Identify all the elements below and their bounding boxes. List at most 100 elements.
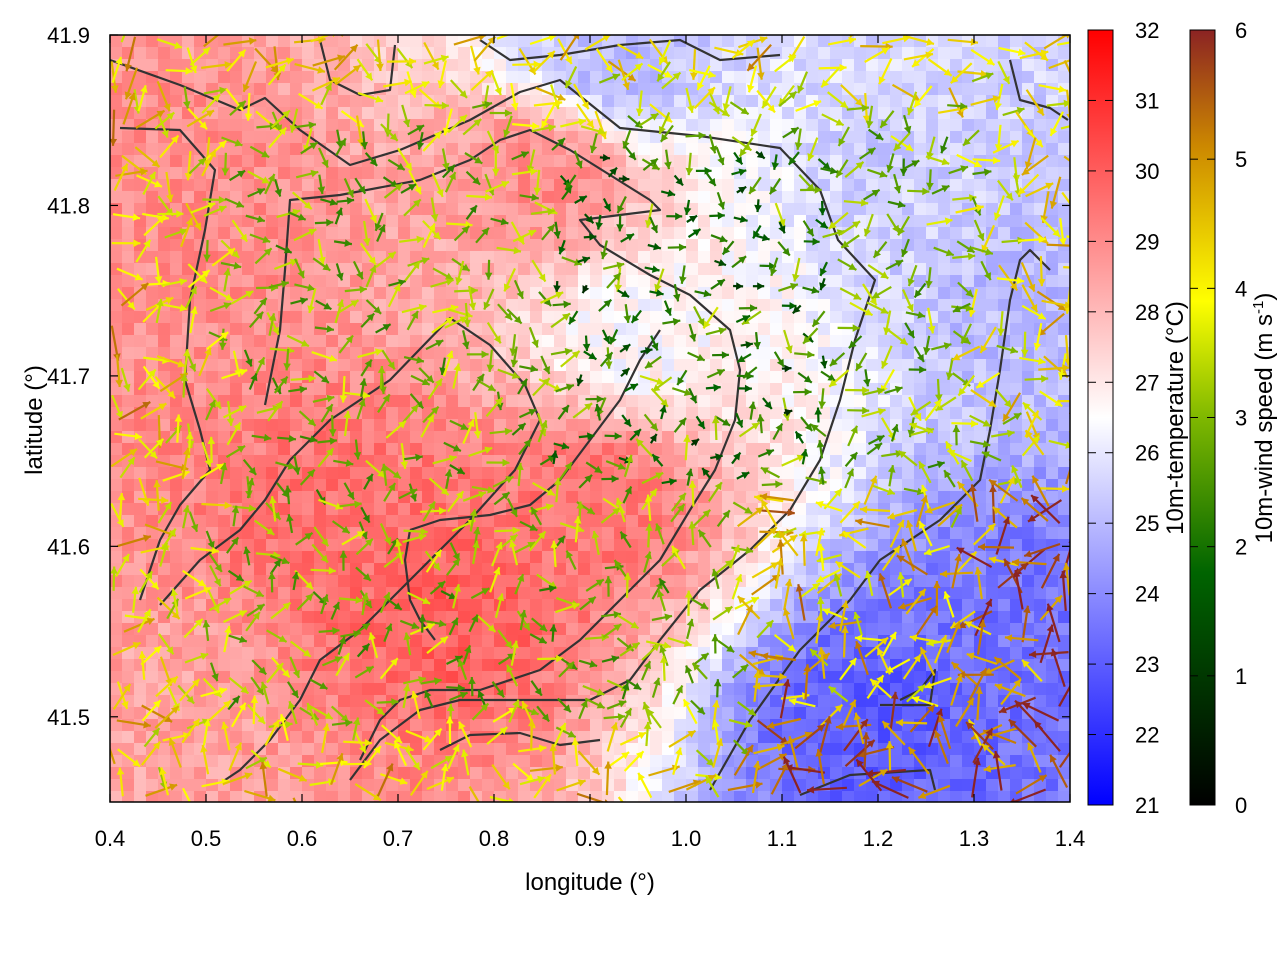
heat-cell bbox=[1022, 203, 1035, 216]
heat-cell bbox=[854, 335, 867, 348]
heat-cell bbox=[386, 779, 399, 792]
heat-cell bbox=[506, 719, 519, 732]
heat-cell bbox=[566, 767, 579, 780]
heat-cell bbox=[374, 131, 387, 144]
heat-cell bbox=[722, 59, 735, 72]
heat-cell bbox=[254, 455, 267, 468]
heat-cell bbox=[326, 479, 339, 492]
heat-cell bbox=[398, 131, 411, 144]
heat-cell bbox=[926, 251, 939, 264]
heat-cell bbox=[866, 419, 879, 432]
heat-cell bbox=[614, 359, 627, 372]
heat-cell bbox=[758, 371, 771, 384]
heat-cell bbox=[710, 335, 723, 348]
heat-cell bbox=[386, 47, 399, 60]
heat-cell bbox=[1058, 467, 1070, 480]
heat-cell bbox=[638, 419, 651, 432]
heat-cell bbox=[626, 179, 639, 192]
heat-cell bbox=[506, 203, 519, 216]
heat-cell bbox=[518, 179, 531, 192]
heat-cell bbox=[578, 407, 591, 420]
heat-cell bbox=[266, 455, 279, 468]
heat-cell bbox=[998, 503, 1011, 516]
heat-cell bbox=[134, 47, 147, 60]
heat-cell bbox=[566, 155, 579, 168]
heat-cell bbox=[542, 263, 555, 276]
heat-cell bbox=[338, 167, 351, 180]
heat-cell bbox=[542, 395, 555, 408]
heat-cell bbox=[506, 47, 519, 60]
heat-cell bbox=[1058, 719, 1070, 732]
heat-cell bbox=[602, 371, 615, 384]
heat-cell bbox=[386, 227, 399, 240]
heat-cell bbox=[434, 311, 447, 324]
heat-cell bbox=[806, 515, 819, 528]
heat-cell bbox=[842, 575, 855, 588]
heat-cell bbox=[1022, 611, 1035, 624]
heat-cell bbox=[650, 539, 663, 552]
heat-cell bbox=[386, 215, 399, 228]
heat-cell bbox=[758, 311, 771, 324]
heat-cell bbox=[1022, 719, 1035, 732]
heat-cell bbox=[734, 191, 747, 204]
heat-cell bbox=[926, 203, 939, 216]
heat-cell bbox=[674, 587, 687, 600]
heat-cell bbox=[218, 215, 231, 228]
heat-cell bbox=[890, 59, 903, 72]
heat-cell bbox=[770, 407, 783, 420]
heat-cell bbox=[854, 71, 867, 84]
heat-cell bbox=[110, 251, 123, 264]
heat-cell bbox=[482, 599, 495, 612]
heat-cell bbox=[662, 515, 675, 528]
heat-cell bbox=[182, 683, 195, 696]
heat-cell bbox=[650, 323, 663, 336]
heat-cell bbox=[362, 707, 375, 720]
heat-cell bbox=[938, 395, 951, 408]
heat-cell bbox=[830, 263, 843, 276]
heat-cell bbox=[890, 119, 903, 132]
heat-cell bbox=[1046, 683, 1059, 696]
heat-cell bbox=[866, 707, 879, 720]
heat-cell bbox=[530, 491, 543, 504]
heat-cell bbox=[878, 503, 891, 516]
heat-cell bbox=[242, 167, 255, 180]
heat-cell bbox=[134, 203, 147, 216]
heat-cell bbox=[290, 611, 303, 624]
heat-cell bbox=[266, 227, 279, 240]
heat-cell bbox=[518, 647, 531, 660]
heat-cell bbox=[830, 191, 843, 204]
heat-cell bbox=[686, 83, 699, 96]
heat-cell bbox=[518, 251, 531, 264]
heat-cell bbox=[170, 767, 183, 780]
heat-cell bbox=[230, 347, 243, 360]
heat-cell bbox=[230, 131, 243, 144]
heat-cell bbox=[302, 731, 315, 744]
heat-cell bbox=[374, 479, 387, 492]
heat-cell bbox=[626, 695, 639, 708]
heat-cell bbox=[374, 767, 387, 780]
heat-cell bbox=[230, 731, 243, 744]
heat-cell bbox=[854, 179, 867, 192]
heat-cell bbox=[170, 215, 183, 228]
heat-cell bbox=[410, 419, 423, 432]
heat-cell bbox=[986, 287, 999, 300]
heat-cell bbox=[146, 419, 159, 432]
heat-cell bbox=[242, 731, 255, 744]
heat-cell bbox=[518, 299, 531, 312]
heat-cell bbox=[362, 491, 375, 504]
heat-cell bbox=[314, 479, 327, 492]
heat-cell bbox=[254, 647, 267, 660]
heat-cell bbox=[242, 455, 255, 468]
heat-cell bbox=[110, 659, 123, 672]
heat-cell bbox=[950, 587, 963, 600]
heat-cell bbox=[734, 227, 747, 240]
heat-cell bbox=[566, 335, 579, 348]
heat-cell bbox=[182, 131, 195, 144]
heat-cell bbox=[686, 407, 699, 420]
heat-cell bbox=[230, 623, 243, 636]
heat-cell bbox=[578, 59, 591, 72]
heat-cell bbox=[482, 419, 495, 432]
heat-cell bbox=[578, 263, 591, 276]
heat-cell bbox=[386, 167, 399, 180]
heat-cell bbox=[950, 371, 963, 384]
